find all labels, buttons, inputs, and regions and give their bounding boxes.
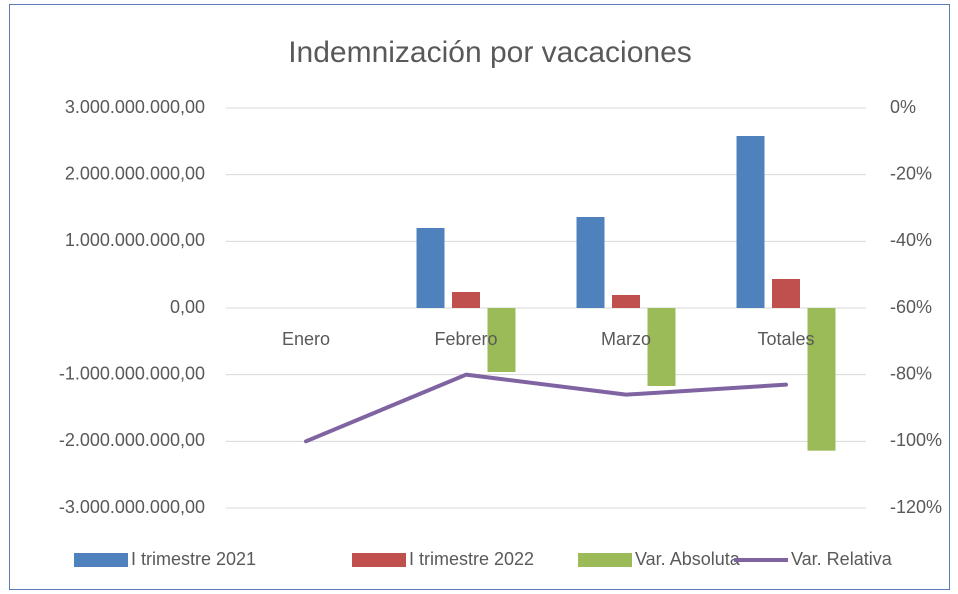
y2-tick-label: -20%	[890, 163, 932, 183]
x-tick-label: Febrero	[434, 329, 497, 349]
line	[304, 372, 788, 444]
chart-title: Indemnización por vacaciones	[288, 36, 692, 69]
legend-label: I trimestre 2021	[131, 549, 256, 569]
y2-tick-label: 0%	[890, 97, 916, 117]
bar	[772, 279, 800, 308]
y2-tick-label: -80%	[890, 363, 932, 383]
y-tick-label: -2.000.000.000,00	[59, 430, 205, 450]
bar	[576, 217, 605, 308]
y-tick-label: 3.000.000.000,00	[65, 97, 205, 117]
bar	[736, 136, 765, 308]
legend-swatch	[352, 553, 406, 567]
legend-label: Var. Relativa	[791, 549, 893, 569]
bar	[807, 308, 836, 451]
y-tick-label: 2.000.000.000,00	[65, 163, 205, 183]
bar	[416, 228, 445, 308]
y2-tick-label: -120%	[890, 497, 942, 517]
y-tick-label: 0,00	[170, 297, 205, 317]
bar	[647, 308, 676, 386]
y2-tick-label: -100%	[890, 430, 942, 450]
y2-tick-label: -40%	[890, 230, 932, 250]
legend-swatch	[74, 553, 128, 567]
legend-swatch	[578, 553, 632, 567]
y-tick-label: -1.000.000.000,00	[59, 363, 205, 383]
x-tick-label: Marzo	[601, 329, 651, 349]
x-tick-label: Totales	[757, 329, 814, 349]
y-tick-label: -3.000.000.000,00	[59, 497, 205, 517]
legend-label: Var. Absoluta	[635, 549, 741, 569]
bar	[452, 292, 480, 308]
y-tick-label: 1.000.000.000,00	[65, 230, 205, 250]
bar	[487, 308, 516, 372]
y2-tick-label: -60%	[890, 297, 932, 317]
legend-label: I trimestre 2022	[409, 549, 534, 569]
x-tick-label: Enero	[282, 329, 330, 349]
bar	[612, 295, 640, 308]
